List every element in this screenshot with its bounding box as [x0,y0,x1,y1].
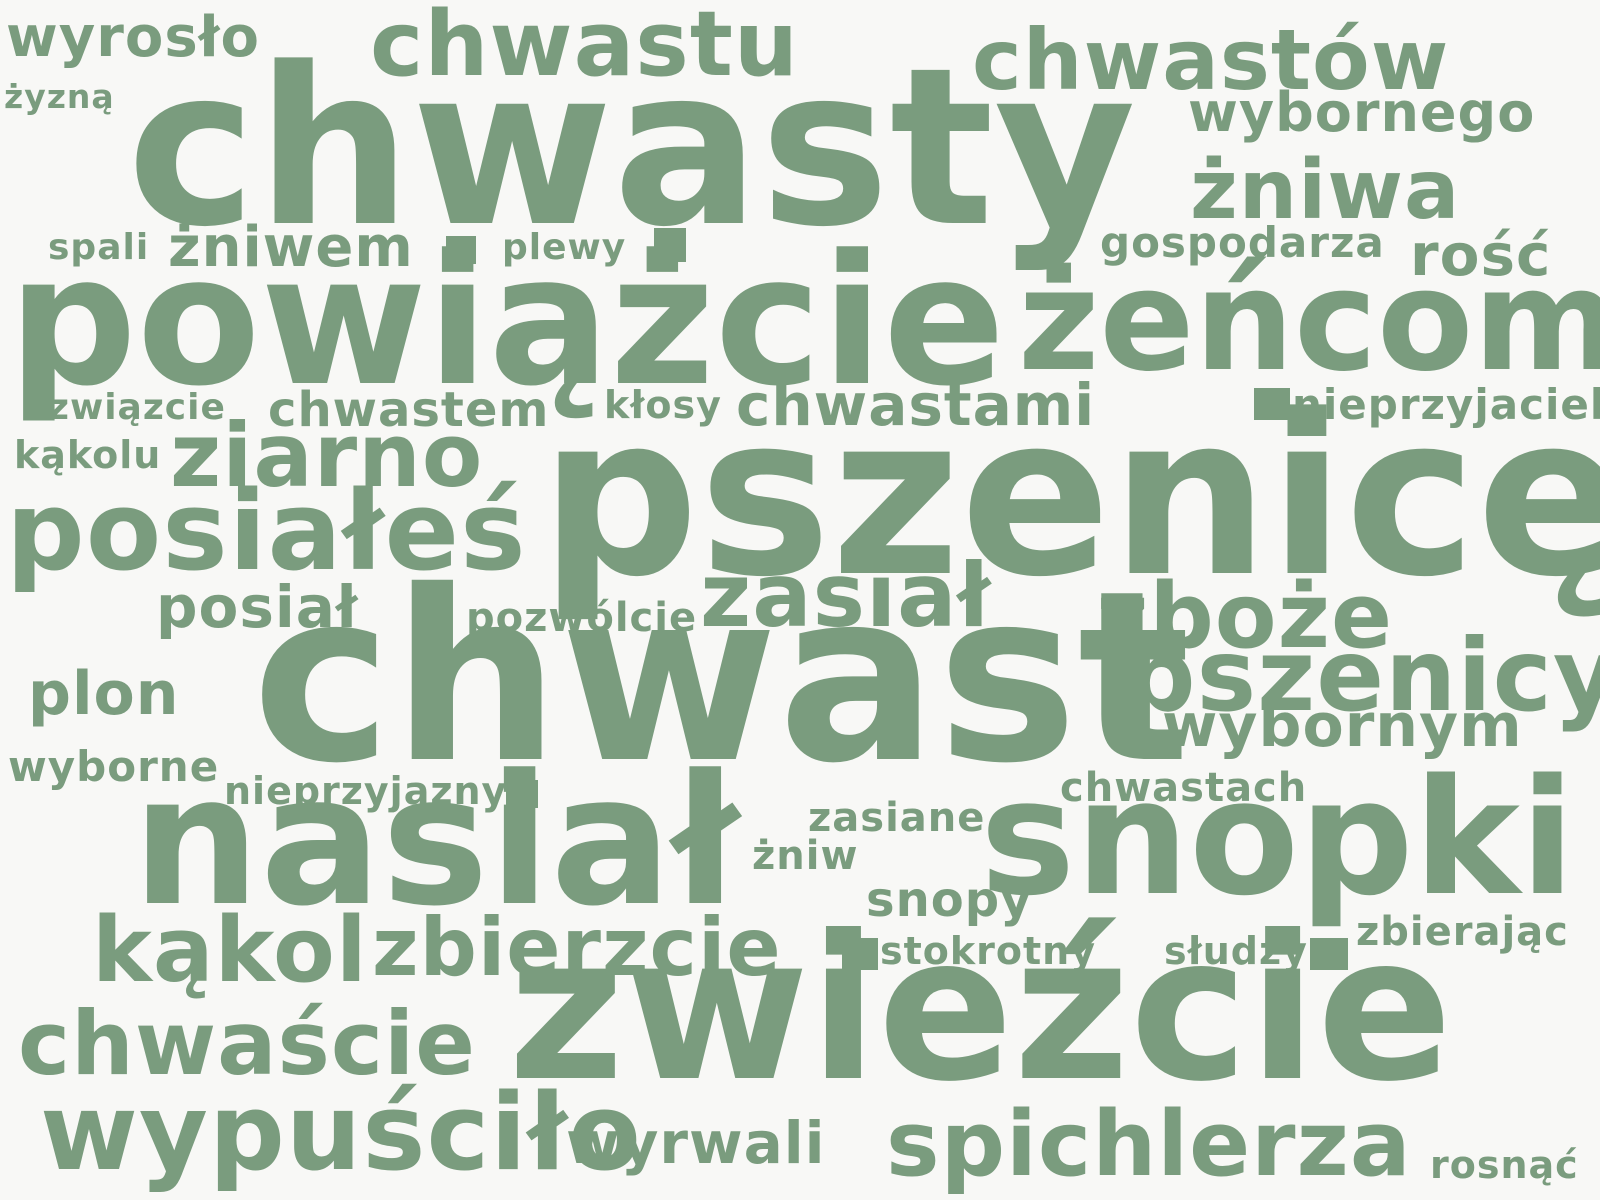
word-spali: spali [48,227,150,268]
word-wyborne: wyborne [8,742,220,791]
word-zwiezcie: zwieźcie [508,893,1453,1126]
word-posial: posiał [156,573,359,641]
word-nieprzyjaciel: nieprzyjaciel [1292,380,1600,429]
word-zasiane: zasiane [808,795,986,841]
word-wyrwali: wyrwali [566,1109,826,1177]
word-zencom: żeńcom [1018,240,1600,403]
word-rosnac: rosnąć [1430,1143,1579,1187]
word-zboze: zboże [1096,564,1394,669]
word-wypuscilo: wypuściło [40,1071,642,1194]
word-chwastow: chwastów [972,11,1450,109]
word-wyroslo: wyrosło [6,5,260,70]
word-wybornego: wybornego [1188,81,1536,144]
word-wybornym: wybornym [1162,691,1523,761]
word-pszenicy: pszenicy [1124,617,1600,734]
decor-block [654,228,686,262]
decor-block [1254,388,1290,420]
decor-block [1310,938,1348,970]
word-chwastami: chwastami [736,371,1096,439]
decor-block [446,236,476,264]
word-snopy: snopy [866,872,1033,928]
word-rosc: rość [1410,221,1552,289]
word-powiazcie: powiążcie [8,217,1006,426]
word-zniwem: żniwem [168,215,414,280]
word-zniw: żniw [752,833,859,879]
word-posiales: posiałeś [6,467,527,595]
word-spichlerza: spichlerza [886,1092,1412,1197]
word-nasial: nasiał [132,737,739,946]
word-sludzy: słudzy [1164,929,1308,973]
word-pszenice: pszenicę [540,368,1600,626]
word-zyzna: żyzną [4,77,115,116]
word-zbierajac: zbierając [1356,909,1569,955]
word-pozwolcie: pozwólcie [466,595,698,641]
word-chwascie: chwaście [18,992,476,1095]
word-chwast: chwast [252,540,1191,815]
word-snopki: snopki [980,744,1575,931]
word-stokrotny: stokrotny [880,929,1096,973]
word-plewy: plewy [502,227,627,268]
word-zbierzcie: zbierzcie [372,901,782,994]
word-ziarno: ziarno [170,404,484,507]
word-chwasty: chwasty [127,22,1136,275]
word-chwastem: chwastem [268,382,550,438]
word-klosy: kłosy [604,383,722,427]
word-kakol: kąkol [92,898,368,1003]
word-nieprzyjazny: nieprzyjazny [224,769,508,813]
word-chwastach: chwastach [1060,765,1308,811]
word-zwiazcie: związcie [48,387,226,428]
decor-block [506,780,538,808]
word-zniwa: żniwa [1190,143,1461,238]
word-zasial: zasiał [700,544,992,647]
decor-block [842,938,878,970]
word-gospodarza: gospodarza [1100,218,1385,267]
word-chwastu: chwastu [370,0,799,97]
word-plon: plon [28,659,180,729]
word-kakolu: kąkolu [14,433,162,477]
